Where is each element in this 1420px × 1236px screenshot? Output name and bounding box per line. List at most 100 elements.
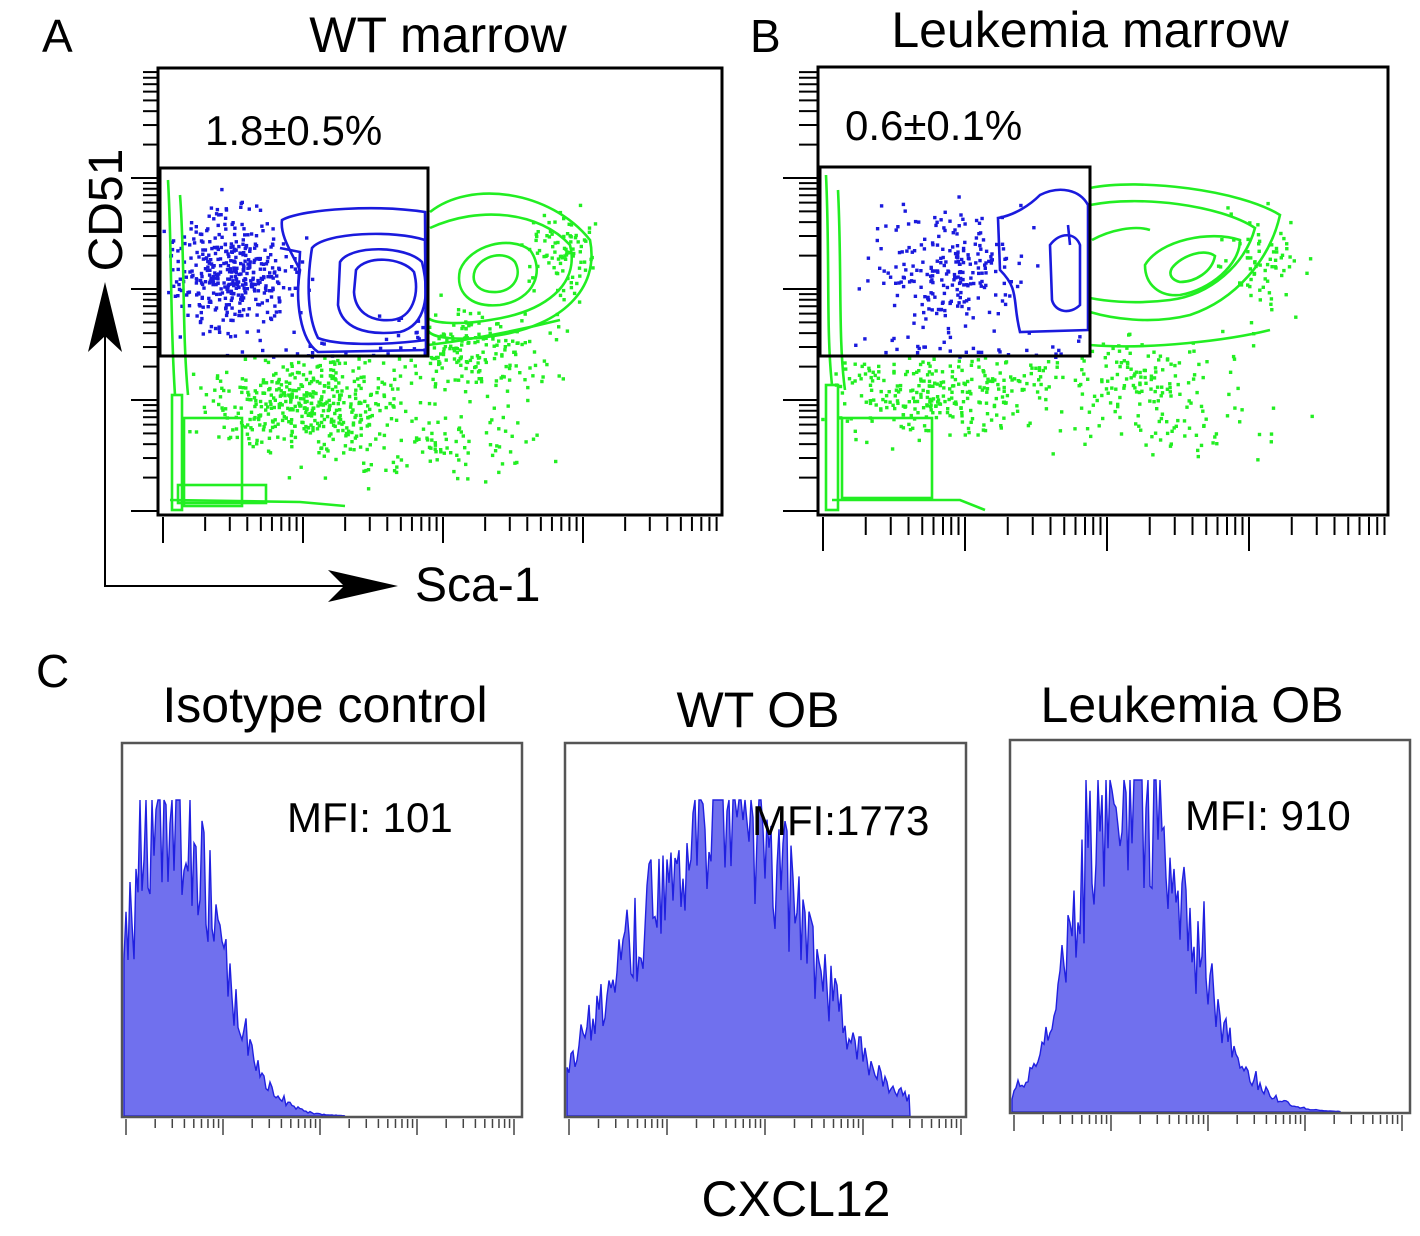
gated-event xyxy=(201,332,205,336)
gated-event xyxy=(399,346,403,350)
event xyxy=(396,387,400,391)
gated-event xyxy=(980,271,984,275)
event xyxy=(1011,412,1015,416)
event xyxy=(481,337,486,341)
gated-event xyxy=(1057,348,1061,353)
event xyxy=(548,331,552,335)
event xyxy=(969,392,973,396)
gated-event xyxy=(268,271,272,275)
event xyxy=(1177,361,1182,365)
event xyxy=(548,229,553,234)
event xyxy=(1095,398,1099,403)
event xyxy=(1170,429,1174,433)
event xyxy=(1257,249,1261,253)
gated-event xyxy=(274,310,279,314)
event xyxy=(553,220,557,224)
event xyxy=(513,461,517,465)
event xyxy=(942,386,946,390)
event xyxy=(409,358,413,362)
gated-event xyxy=(967,297,971,301)
event xyxy=(1197,362,1201,367)
event xyxy=(452,469,456,474)
event xyxy=(892,417,896,422)
event xyxy=(306,413,310,417)
gated-event xyxy=(182,260,187,264)
event xyxy=(1169,442,1173,446)
event xyxy=(277,387,281,391)
event xyxy=(316,440,321,444)
event xyxy=(1258,288,1262,292)
event xyxy=(289,397,293,401)
event xyxy=(460,326,464,331)
gated-event xyxy=(1019,254,1024,258)
gated-event xyxy=(944,272,949,276)
gated-event xyxy=(923,345,927,349)
panel-c-letter: C xyxy=(36,645,69,697)
gated-event xyxy=(219,213,223,217)
event xyxy=(282,391,287,395)
event xyxy=(1204,417,1208,421)
event xyxy=(268,386,272,391)
gated-event xyxy=(188,243,192,247)
event xyxy=(1150,435,1154,439)
event xyxy=(1269,297,1274,301)
event xyxy=(542,359,547,363)
gated-event xyxy=(895,347,899,352)
gated-event xyxy=(269,245,273,249)
event xyxy=(325,400,329,404)
event xyxy=(905,369,909,374)
event xyxy=(859,377,863,381)
event xyxy=(1082,372,1086,376)
event xyxy=(433,447,437,451)
gated-event xyxy=(888,275,893,279)
event xyxy=(453,378,457,382)
event xyxy=(284,399,288,404)
event xyxy=(332,419,336,423)
event xyxy=(443,388,447,392)
event xyxy=(882,378,886,383)
event xyxy=(414,438,419,442)
event xyxy=(490,418,494,422)
event xyxy=(928,400,932,404)
event xyxy=(278,401,283,406)
event xyxy=(240,390,244,395)
event xyxy=(1133,386,1137,390)
event xyxy=(1157,419,1161,424)
gated-event xyxy=(206,305,210,309)
event xyxy=(985,412,990,416)
event xyxy=(320,395,324,399)
event xyxy=(1194,433,1199,437)
event xyxy=(225,370,229,375)
gated-event xyxy=(198,232,203,236)
gated-event xyxy=(895,293,900,298)
event xyxy=(261,428,266,432)
event xyxy=(1028,421,1032,425)
event xyxy=(254,402,258,406)
event xyxy=(1246,250,1250,254)
event xyxy=(311,376,316,380)
event xyxy=(279,393,283,397)
event xyxy=(980,388,985,392)
gated-event xyxy=(273,304,277,308)
gated-event xyxy=(231,279,235,283)
event xyxy=(298,397,303,401)
event xyxy=(348,405,353,409)
event xyxy=(236,411,240,415)
event xyxy=(523,341,527,345)
event xyxy=(442,451,446,455)
event xyxy=(243,425,248,429)
event xyxy=(1258,263,1262,267)
event xyxy=(329,368,333,372)
event xyxy=(275,388,279,392)
event xyxy=(960,414,964,418)
gated-event xyxy=(271,276,275,280)
x-axis-label: Sca-1 xyxy=(415,559,540,612)
event xyxy=(582,238,587,242)
gated-event xyxy=(253,246,257,250)
event xyxy=(300,414,304,419)
event xyxy=(877,370,881,374)
event xyxy=(367,423,372,427)
event xyxy=(267,436,272,440)
gated-event xyxy=(960,257,964,262)
gated-event xyxy=(278,299,282,303)
